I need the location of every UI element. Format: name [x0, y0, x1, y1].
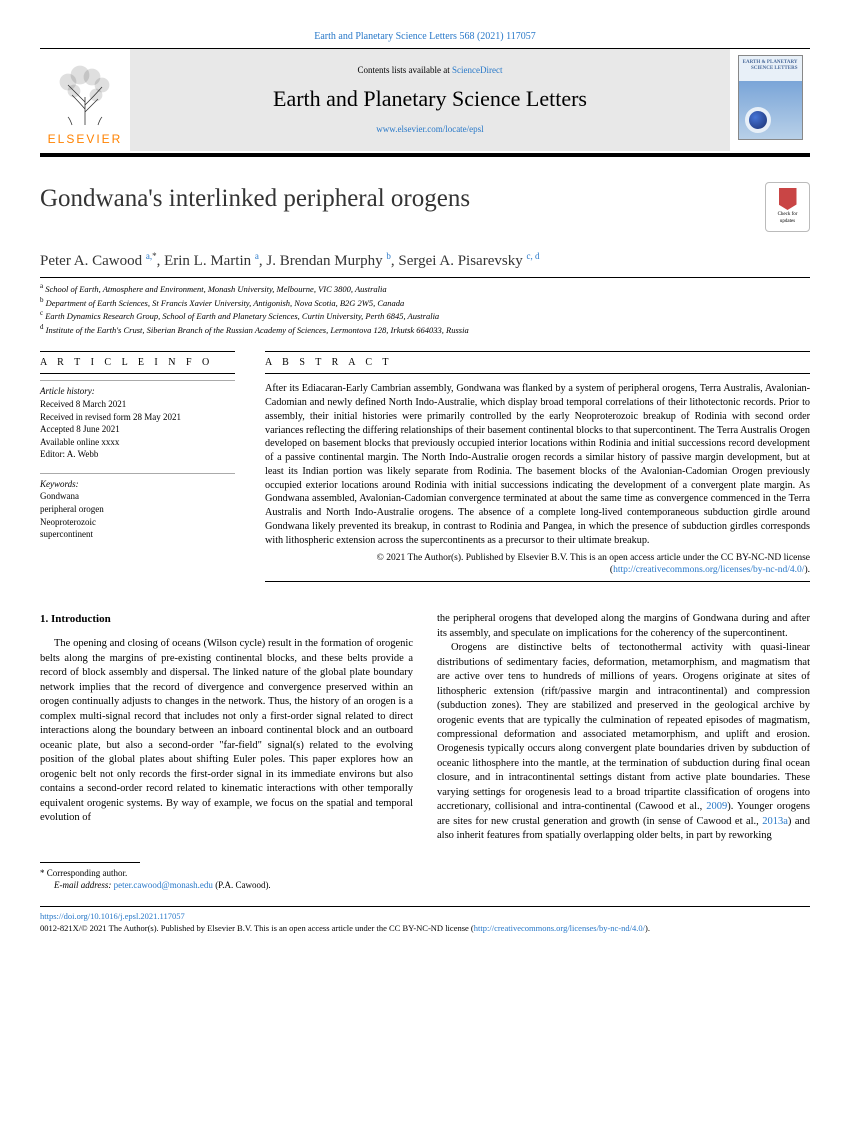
- corr-rule: [40, 862, 140, 863]
- history-line: Available online xxxx: [40, 436, 235, 449]
- intro-para-2: the peripheral orogens that developed al…: [437, 612, 810, 641]
- article-title: Gondwana's interlinked peripheral orogen…: [40, 182, 470, 216]
- history-line: Received in revised form 28 May 2021: [40, 411, 235, 424]
- abstract-column: A B S T R A C T After its Ediacaran-Earl…: [265, 351, 810, 582]
- intro-para-3: Orogens are distinctive belts of tectono…: [437, 641, 810, 844]
- abstract-text: After its Ediacaran-Early Cambrian assem…: [265, 382, 810, 547]
- badge-text-2: updates: [780, 219, 795, 226]
- history-label: Article history:: [40, 385, 235, 398]
- keyword: Gondwana: [40, 490, 235, 503]
- doi-link[interactable]: https://doi.org/10.1016/j.epsl.2021.1170…: [40, 911, 810, 923]
- history-line: Received 8 March 2021: [40, 398, 235, 411]
- section-heading: 1. Introduction: [40, 612, 413, 627]
- keyword: peripheral orogen: [40, 503, 235, 516]
- ref-2013a[interactable]: 2013a: [762, 816, 788, 827]
- elsevier-tree-icon: [50, 57, 120, 127]
- footer-rule: [40, 906, 810, 907]
- bookmark-icon: [779, 188, 797, 210]
- license-link[interactable]: http://creativecommons.org/licenses/by-n…: [613, 565, 804, 575]
- badge-text-1: Check for: [778, 212, 798, 219]
- history-line: Editor: A. Webb: [40, 448, 235, 461]
- keywords-label: Keywords:: [40, 478, 235, 491]
- publisher-name: ELSEVIER: [48, 131, 123, 147]
- affiliation: c Earth Dynamics Research Group, School …: [40, 309, 810, 323]
- footer-license-link[interactable]: http://creativecommons.org/licenses/by-n…: [474, 923, 645, 933]
- journal-url[interactable]: www.elsevier.com/locate/epsl: [150, 123, 710, 135]
- ref-2009[interactable]: 2009: [706, 801, 727, 812]
- keyword: supercontinent: [40, 528, 235, 541]
- check-updates-badge[interactable]: Check for updates: [765, 182, 810, 232]
- thick-rule: [40, 153, 810, 157]
- corr-email[interactable]: peter.cawood@monash.edu: [114, 880, 213, 890]
- affiliation: b Department of Earth Sciences, St Franc…: [40, 296, 810, 310]
- affiliation: a School of Earth, Atmosphere and Enviro…: [40, 282, 810, 296]
- keyword: Neoproterozoic: [40, 516, 235, 529]
- journal-banner: ELSEVIER Contents lists available at Sci…: [40, 49, 810, 151]
- history-line: Accepted 8 June 2021: [40, 423, 235, 436]
- cover-title: EARTH & PLANETARY SCIENCE LETTERS: [739, 60, 798, 74]
- affiliations: a School of Earth, Atmosphere and Enviro…: [40, 282, 810, 337]
- journal-cover: EARTH & PLANETARY SCIENCE LETTERS: [738, 55, 803, 140]
- abstract-head: A B S T R A C T: [265, 351, 810, 375]
- affiliation: d Institute of the Earth's Crust, Siberi…: [40, 323, 810, 337]
- article-info-column: A R T I C L E I N F O Article history: R…: [40, 351, 235, 582]
- cover-column: EARTH & PLANETARY SCIENCE LETTERS: [730, 49, 810, 151]
- abstract-copyright: © 2021 The Author(s). Published by Elsev…: [265, 552, 810, 578]
- intro-para-1: The opening and closing of oceans (Wilso…: [40, 637, 413, 825]
- header-citation[interactable]: Earth and Planetary Science Letters 568 …: [40, 30, 810, 44]
- earth-icon: [745, 107, 771, 133]
- journal-name: Earth and Planetary Science Letters: [150, 84, 710, 114]
- page-footer: https://doi.org/10.1016/j.epsl.2021.1170…: [40, 911, 810, 935]
- sciencedirect-link[interactable]: ScienceDirect: [452, 65, 502, 75]
- authors: Peter A. Cawood a,*, Erin L. Martin a, J…: [40, 250, 810, 271]
- contents-line: Contents lists available at ScienceDirec…: [150, 64, 710, 76]
- article-info-head: A R T I C L E I N F O: [40, 351, 235, 375]
- body-columns: 1. Introduction The opening and closing …: [40, 612, 810, 892]
- publisher-logo[interactable]: ELSEVIER: [40, 49, 130, 151]
- author-rule: [40, 277, 810, 278]
- corresponding-author: * Corresponding author. E-mail address: …: [40, 867, 413, 892]
- banner-center: Contents lists available at ScienceDirec…: [130, 49, 730, 151]
